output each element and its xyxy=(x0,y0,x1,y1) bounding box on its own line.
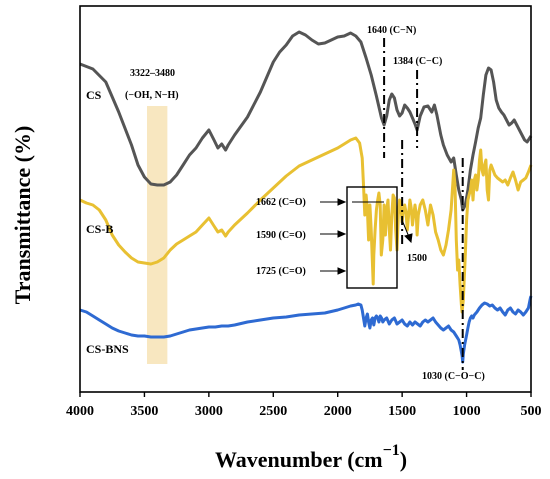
reference-lines-layer xyxy=(383,38,464,370)
x-axis-title-close: ) xyxy=(400,447,407,472)
arrow-1500-head xyxy=(404,233,413,244)
x-axis-ticks: 4000 3500 3000 2500 2000 1500 1000 500 xyxy=(66,392,542,419)
x-tick-label-2000: 2000 xyxy=(324,404,352,419)
series-label-cs-b: CS-B xyxy=(86,222,113,236)
x-tick-label-4000: 4000 xyxy=(66,404,94,419)
peak-zoom-box xyxy=(346,186,398,289)
arrow-1662-head xyxy=(337,198,347,206)
plot-frame xyxy=(79,5,532,393)
x-axis-title-superscript: −1 xyxy=(383,442,400,459)
series-label-cs-bns: CS-BNS xyxy=(86,342,129,356)
series-label-cs: CS xyxy=(86,88,102,102)
x-tick-label-3000: 3000 xyxy=(195,404,223,419)
band-label-groups: (−OH, N−H) xyxy=(125,90,179,101)
x-axis-title-main: Wavenumber (cm xyxy=(215,447,383,472)
arrow-1590-head xyxy=(337,230,347,238)
x-tick-label-2500: 2500 xyxy=(259,404,287,419)
series-line-cs xyxy=(79,30,533,212)
highlight-band-oh-nh xyxy=(147,106,168,364)
x-tick-label-1500: 1500 xyxy=(388,404,416,419)
y-axis-title: Transmittance (%) xyxy=(10,126,35,305)
label-1500: 1500 xyxy=(407,253,427,264)
label-1590-co: 1590 (C=O) xyxy=(256,230,306,241)
label-1030-coc: 1030 (C−O−C) xyxy=(422,371,485,382)
band-label-range: 3322–3480 xyxy=(130,68,175,79)
label-1640-cn: 1640 (C−N) xyxy=(367,25,416,36)
label-1725-co: 1725 (C=O) xyxy=(256,266,306,277)
annotation-arrows xyxy=(320,198,413,275)
x-tick-label-500: 500 xyxy=(521,404,542,419)
arrow-1500 xyxy=(401,219,410,238)
x-tick-label-1000: 1000 xyxy=(453,404,481,419)
arrow-1725-head xyxy=(337,267,347,275)
highlight-band-layer xyxy=(147,106,168,364)
x-axis-title: Wavenumber (cm−1) xyxy=(215,442,407,472)
label-1384-cc: 1384 (C−C) xyxy=(393,56,442,67)
label-1662-co: 1662 (C=O) xyxy=(256,197,306,208)
x-tick-label-3500: 3500 xyxy=(130,404,158,419)
series-line-cs-bns xyxy=(79,295,533,364)
